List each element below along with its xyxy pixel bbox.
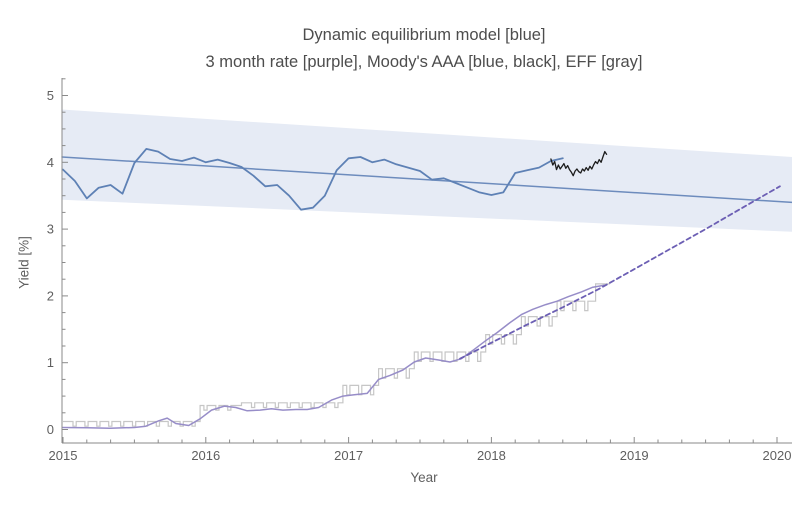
model-projection-dashed (459, 185, 781, 360)
x-tick-label: 2015 (49, 448, 78, 463)
y-tick-label: 5 (47, 88, 54, 103)
x-tick-label: 2016 (191, 448, 220, 463)
x-axis-label: Year (410, 470, 438, 485)
x-tick-label: 2019 (620, 448, 649, 463)
y-tick-label: 1 (47, 355, 54, 370)
y-tick-label: 0 (47, 422, 54, 437)
effective-fed-funds (63, 283, 610, 427)
chart-title-block: Dynamic equilibrium model [blue] 3 month… (62, 22, 786, 76)
moodys-aaa-daily (550, 150, 608, 177)
x-tick-label: 2018 (477, 448, 506, 463)
model-uncertainty-band (62, 109, 792, 232)
three-month-rate (62, 284, 605, 429)
x-tick-label: 2017 (334, 448, 363, 463)
chart-title: Dynamic equilibrium model [blue] (302, 26, 546, 44)
y-tick-label: 4 (47, 155, 54, 170)
y-axis-label: Yield [%] (16, 236, 32, 289)
x-tick-label: 2020 (763, 448, 792, 463)
dynamic-equilibrium-trend (61, 156, 792, 204)
y-tick-label: 2 (47, 288, 54, 303)
y-tick-label: 3 (47, 222, 54, 237)
chart-subtitle: 3 month rate [purple], Moody's AAA [blue… (205, 53, 643, 71)
moodys-aaa-monthly (62, 148, 564, 211)
